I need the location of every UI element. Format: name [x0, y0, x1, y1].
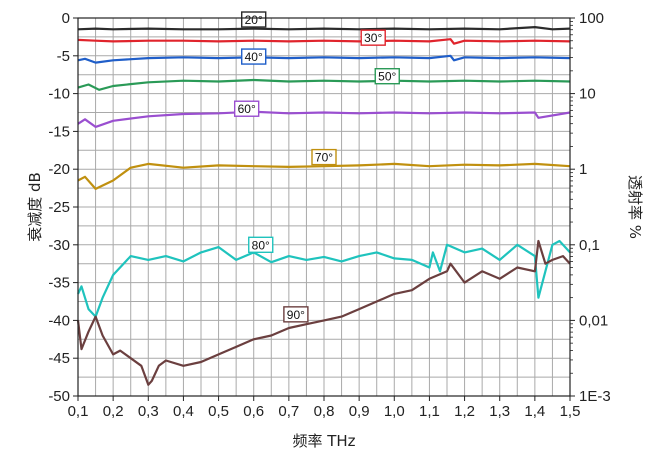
x-tick-label: 1,2 — [454, 403, 475, 420]
series-line — [77, 110, 571, 129]
series-line — [77, 78, 571, 91]
series-label-box — [374, 68, 400, 85]
series-label: 20° — [245, 13, 263, 27]
y2-tick-label: 1E-3 — [579, 388, 611, 405]
series-label: 50° — [378, 70, 396, 84]
series-labels: 20° 30° 40° 50° 60° 70° 80° 90° — [233, 11, 400, 323]
y2-tick-label: 1 — [579, 161, 587, 178]
series-label-box — [241, 48, 267, 65]
y-tick-label: -30 — [48, 237, 70, 254]
y-tick-label: -25 — [48, 199, 70, 216]
series-label-box — [283, 306, 309, 323]
series-label-box — [233, 100, 260, 117]
x-tick-label: 0,3 — [138, 403, 159, 420]
x-tick-label: 1,3 — [489, 403, 510, 420]
y2-tick-label: 100 — [579, 10, 604, 27]
x-tick-label: 1,0 — [384, 403, 405, 420]
y2-axis-ticks: 100 10 1 0,1 0,01 1E-3 — [570, 10, 611, 405]
y-tick-label: -35 — [48, 275, 70, 292]
series-line — [77, 26, 571, 31]
grid — [77, 17, 571, 397]
y-tick-label: -10 — [48, 86, 70, 103]
x-axis-ticks: 0,1 0,2 0,3 0,4 0,5 0,6 0,7 0,8 0,9 1,0 1,1 1,2 1,3 1… — [68, 396, 581, 420]
y2-tick-label: 0,01 — [579, 312, 608, 329]
y-axis-title: 衰减度 dB — [26, 172, 44, 242]
series-label: 30° — [364, 31, 382, 45]
series-label-box — [248, 236, 274, 254]
x-tick-label: 0,1 — [68, 403, 89, 420]
series-line — [77, 162, 571, 190]
series-label: 60° — [238, 102, 256, 116]
y-tick-label: -20 — [48, 161, 70, 178]
series-label-box — [311, 148, 337, 166]
y-tick-label: -5 — [57, 48, 70, 65]
x-axis-title: 频率 THz — [292, 432, 355, 450]
x-tick-label: 0,6 — [243, 403, 264, 420]
series-group — [76, 26, 571, 386]
series-label: 90° — [287, 308, 305, 322]
series-label: 40° — [245, 50, 263, 64]
y-tick-label: -15 — [48, 123, 70, 140]
x-tick-label: 1,1 — [419, 403, 440, 420]
x-tick-label: 1,5 — [560, 403, 581, 420]
y2-tick-label: 0,1 — [579, 237, 600, 254]
series-label: 70° — [315, 151, 333, 165]
x-tick-label: 0,7 — [278, 403, 299, 420]
y2-axis-title: 透射率 % — [626, 175, 644, 239]
x-tick-label: 0,5 — [208, 403, 229, 420]
y-tick-label: -45 — [48, 350, 70, 367]
y2-tick-label: 10 — [579, 86, 596, 103]
x-tick-label: 0,8 — [314, 403, 335, 420]
x-tick-label: 0,2 — [103, 403, 124, 420]
y-tick-label: 0 — [62, 10, 70, 27]
series-label-box — [360, 29, 386, 46]
x-tick-label: 1,4 — [524, 403, 545, 420]
series-line — [76, 239, 571, 386]
series-label-box — [241, 11, 267, 28]
x-tick-label: 0,9 — [349, 403, 370, 420]
series-line — [77, 54, 571, 64]
series-line — [77, 38, 571, 45]
y-axis-ticks: 0 -5 -10 -15 -20 -25 -30 -35 -40 -45 -50 — [48, 10, 78, 405]
y-tick-label: -50 — [48, 388, 70, 405]
y-tick-label: -40 — [48, 312, 70, 329]
series-line — [77, 239, 571, 318]
series-label: 80° — [252, 238, 270, 252]
x-tick-label: 0,4 — [173, 403, 194, 420]
